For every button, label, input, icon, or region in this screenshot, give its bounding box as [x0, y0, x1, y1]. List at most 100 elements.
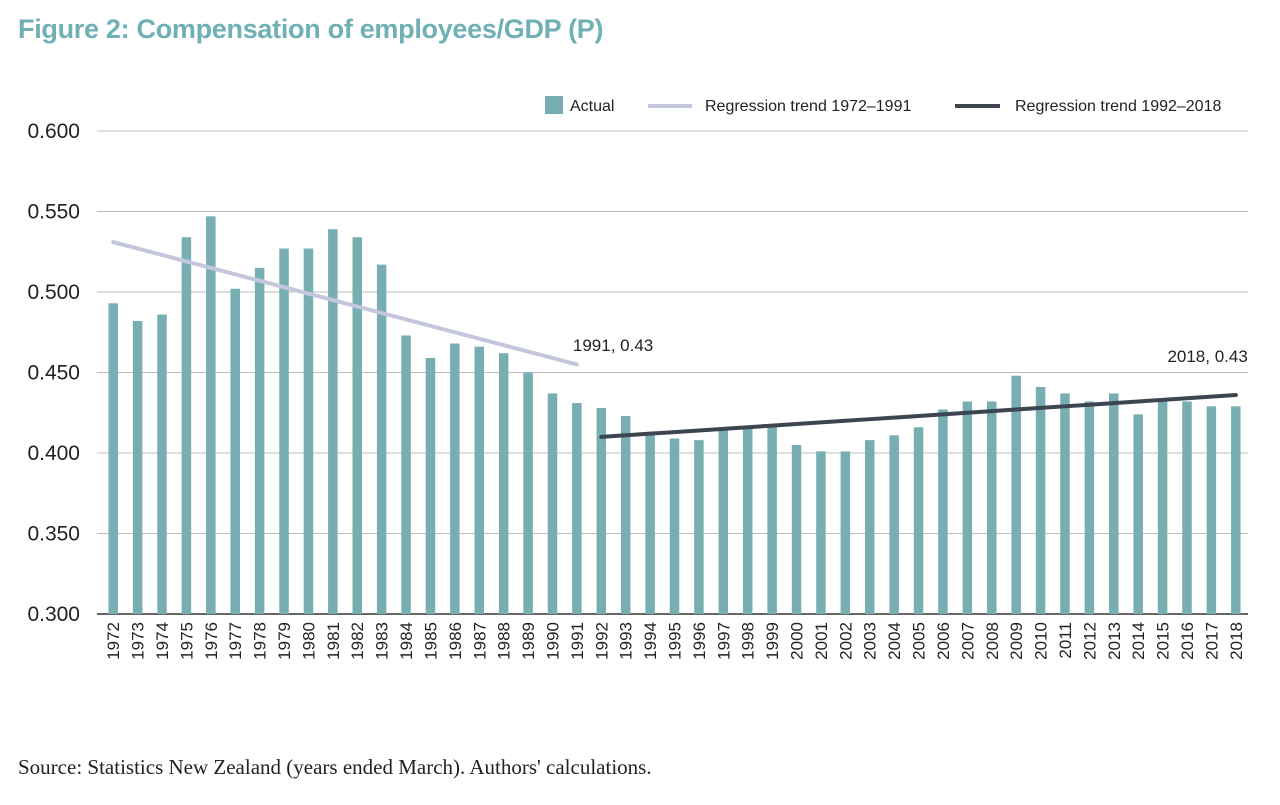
x-tick-label: 1975 — [177, 622, 196, 660]
bar — [547, 393, 558, 614]
x-tick-label: 2002 — [836, 622, 855, 660]
x-tick-label: 1994 — [641, 622, 660, 660]
x-tick-label: 1982 — [348, 622, 367, 660]
bar — [889, 435, 899, 614]
bar — [816, 451, 826, 614]
bars-actual — [108, 216, 1241, 614]
bar — [474, 346, 485, 614]
bar — [401, 335, 411, 614]
bar — [1133, 414, 1143, 614]
bar — [1011, 375, 1021, 614]
y-tick-label: 0.300 — [27, 603, 80, 626]
bar — [206, 216, 216, 614]
bar — [1231, 406, 1241, 614]
trend-line-1992-2018 — [599, 393, 1238, 439]
bar — [132, 320, 143, 614]
bar — [864, 440, 875, 614]
x-tick-label: 1977 — [226, 622, 245, 660]
bar — [1084, 401, 1095, 614]
legend-label-trend-1992-2018: Regression trend 1992–2018 — [1015, 98, 1221, 115]
x-tick-label: 1997 — [714, 622, 733, 660]
bar — [1035, 386, 1046, 614]
x-tick-label: 1980 — [299, 622, 318, 660]
bar — [987, 401, 997, 614]
y-tick-label: 0.400 — [27, 442, 80, 465]
x-tick-label: 2000 — [788, 622, 807, 660]
x-tick-label: 1973 — [129, 622, 148, 660]
y-tick-label: 0.350 — [27, 523, 80, 546]
bar — [572, 403, 582, 614]
x-tick-label: 1990 — [543, 622, 562, 660]
x-tick-label: 1999 — [763, 622, 782, 660]
bar — [767, 427, 777, 614]
bar — [157, 314, 167, 614]
x-tick-label: 1989 — [519, 622, 538, 660]
x-tick-label: 2012 — [1080, 622, 1099, 660]
x-tick-label: 1984 — [397, 622, 416, 660]
bar — [425, 358, 436, 614]
x-tick-label: 1974 — [153, 622, 172, 660]
bar — [694, 440, 704, 614]
bar — [1206, 406, 1217, 614]
annotation-1991: 1991, 0.43 — [573, 336, 653, 355]
bar — [498, 353, 509, 614]
x-tick-label: 2009 — [1007, 622, 1026, 660]
x-tick-label: 2017 — [1202, 622, 1221, 660]
bar — [938, 409, 948, 614]
x-tick-label: 2016 — [1178, 622, 1197, 660]
bar — [279, 248, 289, 614]
y-tick-label: 0.500 — [27, 281, 80, 304]
x-tick-label: 2014 — [1129, 622, 1148, 660]
y-tick-label: 0.600 — [27, 120, 80, 143]
axes: 0.300 0.350 0.400 0.450 0.500 0.550 0.600 1972 1… — [27, 120, 1245, 660]
bar — [1060, 393, 1070, 614]
x-tick-label: 2018 — [1227, 622, 1246, 660]
x-tick-label: 1996 — [690, 622, 709, 660]
bar — [230, 288, 240, 614]
x-tick-label: 1978 — [251, 622, 270, 660]
figure-title: Figure 2: Compensation of employees/GDP … — [18, 14, 604, 44]
bar — [254, 267, 265, 614]
x-tick-label: 2008 — [983, 622, 1002, 660]
bar — [596, 407, 607, 614]
bar — [791, 444, 802, 614]
x-tick-label: 1972 — [104, 622, 123, 660]
legend: Actual Regression trend 1972–1991 Regressi… — [545, 96, 1221, 115]
x-tick-label: 2003 — [861, 622, 880, 660]
bar — [620, 415, 631, 614]
bar — [352, 237, 362, 614]
bar — [718, 428, 729, 614]
x-tick-label: 1986 — [446, 622, 465, 660]
source-note: Source: Statistics New Zealand (years en… — [18, 755, 652, 779]
x-tick-label: 1985 — [421, 622, 440, 660]
x-tick-label: 1983 — [373, 622, 392, 660]
x-tick-label: 1995 — [666, 622, 685, 660]
annotations: 1991, 0.43 2018, 0.43 — [573, 336, 1248, 366]
bar — [913, 427, 924, 614]
bar — [840, 451, 851, 614]
x-tick-label: 1976 — [202, 622, 221, 660]
bar — [376, 264, 387, 614]
bar — [645, 435, 655, 614]
x-tick-label: 1992 — [592, 622, 611, 660]
bar — [303, 248, 314, 614]
chart: 0.300 0.350 0.400 0.450 0.500 0.550 0.600 1972 1… — [27, 96, 1248, 660]
bar — [1182, 401, 1192, 614]
bar — [1157, 401, 1168, 614]
x-tick-label: 2013 — [1105, 622, 1124, 660]
bar — [181, 237, 192, 614]
x-tick-label: 2004 — [885, 622, 904, 660]
legend-label-actual: Actual — [570, 98, 614, 115]
legend-swatch-actual — [545, 96, 563, 114]
annotation-2018: 2018, 0.43 — [1167, 347, 1247, 366]
bar — [108, 303, 118, 614]
x-tick-label: 2010 — [1032, 622, 1051, 660]
x-tick-label: 1981 — [324, 622, 343, 660]
x-tick-label: 2015 — [1154, 622, 1173, 660]
x-tick-label: 2005 — [910, 622, 929, 660]
bar — [328, 229, 338, 614]
x-tick-label: 1993 — [617, 622, 636, 660]
x-tick-label: 2001 — [812, 622, 831, 660]
x-tick-label: 1998 — [739, 622, 758, 660]
bar — [669, 438, 680, 614]
